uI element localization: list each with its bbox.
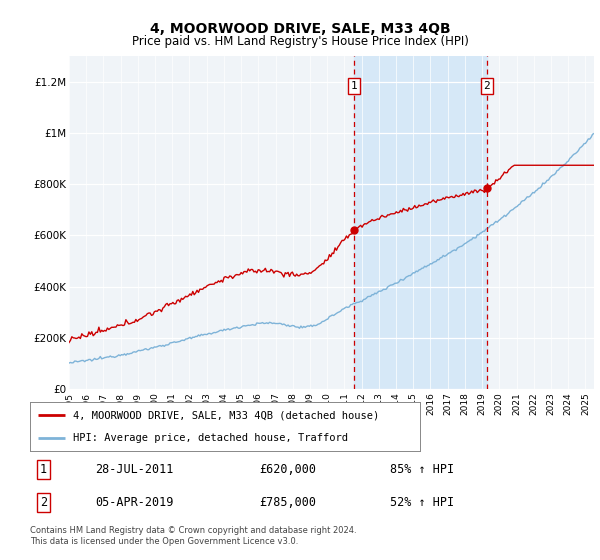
Text: Price paid vs. HM Land Registry's House Price Index (HPI): Price paid vs. HM Land Registry's House … [131,35,469,48]
Text: 2: 2 [40,496,47,510]
Text: 85% ↑ HPI: 85% ↑ HPI [391,463,454,476]
Text: 4, MOORWOOD DRIVE, SALE, M33 4QB (detached house): 4, MOORWOOD DRIVE, SALE, M33 4QB (detach… [73,410,379,420]
Text: 28-JUL-2011: 28-JUL-2011 [95,463,174,476]
Text: 52% ↑ HPI: 52% ↑ HPI [391,496,454,510]
Text: £620,000: £620,000 [259,463,316,476]
Text: HPI: Average price, detached house, Trafford: HPI: Average price, detached house, Traf… [73,433,348,442]
Text: Contains HM Land Registry data © Crown copyright and database right 2024.
This d: Contains HM Land Registry data © Crown c… [30,526,356,546]
Text: £785,000: £785,000 [259,496,316,510]
Text: 1: 1 [351,81,358,91]
Text: 2: 2 [484,81,490,91]
Bar [354,56,487,389]
Text: 05-APR-2019: 05-APR-2019 [95,496,174,510]
Text: 4, MOORWOOD DRIVE, SALE, M33 4QB: 4, MOORWOOD DRIVE, SALE, M33 4QB [149,22,451,36]
Text: 1: 1 [40,463,47,476]
